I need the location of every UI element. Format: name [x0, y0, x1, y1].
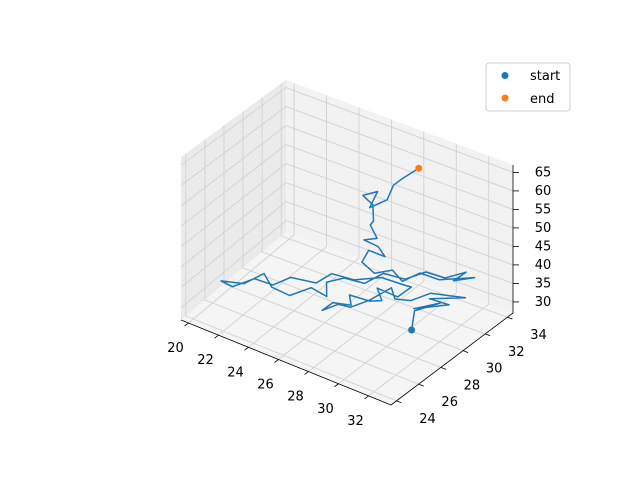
y-tick-26	[418, 383, 424, 387]
z-tick-label-45: 45	[535, 239, 552, 254]
grid-line-y-28	[223, 125, 442, 368]
grid-line-x-28	[308, 131, 425, 372]
start-marker	[408, 326, 416, 334]
grid-line-z-50	[180, 144, 514, 229]
y-tick-32	[485, 333, 491, 337]
grid-line-x-22	[218, 95, 327, 336]
grid-line-y-32	[261, 97, 486, 335]
y-tick-28	[440, 366, 447, 370]
axis-lines	[180, 165, 514, 406]
grid-line-y-26	[204, 139, 419, 385]
z-tick-label-65: 65	[535, 165, 552, 180]
z-tick-label-35: 35	[535, 276, 552, 291]
z-tick-label-55: 55	[535, 202, 552, 217]
x-tick-label-30: 30	[317, 402, 334, 417]
x-tick-label-28: 28	[287, 390, 304, 405]
x-tick-label-32: 32	[347, 414, 364, 429]
grid-line-z-65	[180, 87, 514, 173]
axes-grid	[180, 83, 514, 402]
x-tick-label-24: 24	[227, 365, 244, 380]
series-line-0	[220, 167, 476, 331]
x-tick-26	[274, 359, 279, 363]
grid-line-z-35	[180, 201, 514, 288]
grid-line-z-55	[180, 125, 514, 210]
y-tick-24	[396, 400, 402, 404]
y-tick-34	[507, 316, 513, 320]
grid-line-x-30	[338, 143, 457, 385]
legend-start-label: start	[530, 69, 560, 84]
z-tick-label-40: 40	[535, 258, 552, 273]
grid-line-y-34	[280, 83, 508, 318]
x-tick-32	[364, 395, 369, 400]
x-tick-28	[304, 371, 309, 375]
y-tick-label-32: 32	[508, 345, 525, 360]
legend-end-marker	[501, 94, 509, 102]
grid-line-x-20	[188, 83, 295, 324]
y-tick-label-30: 30	[486, 362, 503, 377]
grid-line-x-24	[248, 107, 360, 348]
z-tick-label-60: 60	[535, 184, 552, 199]
grid-line-z-40	[180, 182, 514, 268]
axis-ticks: 20 22 24 26 28 30 32 24 26 28 30 32 34 30 35 40 45 50 55 60…	[167, 165, 551, 429]
grid-line-z-45	[180, 163, 514, 247]
data-markers	[408, 164, 423, 334]
y-axis-line	[390, 312, 514, 406]
grid-line-x-32	[368, 155, 490, 397]
grid-line-y-30	[242, 111, 464, 352]
legend: start end	[485, 62, 571, 112]
legend-end-label: end	[530, 92, 555, 107]
y-tick-label-24: 24	[419, 412, 436, 427]
x-tick-20	[184, 322, 189, 327]
z-tick-label-30: 30	[535, 295, 552, 310]
x-tick-label-20: 20	[167, 341, 184, 356]
y-tick-label-34: 34	[530, 328, 547, 343]
pane-floor	[181, 232, 513, 405]
y-tick-label-26: 26	[441, 395, 458, 410]
x-tick-22	[214, 334, 219, 339]
z-tick-label-50: 50	[535, 221, 552, 236]
x-tick-label-22: 22	[197, 353, 214, 368]
x-tick-label-26: 26	[257, 378, 274, 393]
data-series	[220, 167, 476, 331]
x-tick-30	[334, 383, 339, 388]
end-marker	[415, 164, 423, 172]
pane-left	[181, 80, 286, 320]
y-tick-30	[462, 350, 469, 354]
legend-start-marker	[501, 72, 509, 79]
grid-line-z-30	[180, 220, 514, 309]
grid-line-y-24	[185, 153, 397, 402]
x-axis-line	[180, 319, 392, 406]
x-tick-24	[244, 347, 249, 351]
y-tick-label-28: 28	[464, 378, 481, 393]
grid-line-z-60	[180, 106, 514, 192]
